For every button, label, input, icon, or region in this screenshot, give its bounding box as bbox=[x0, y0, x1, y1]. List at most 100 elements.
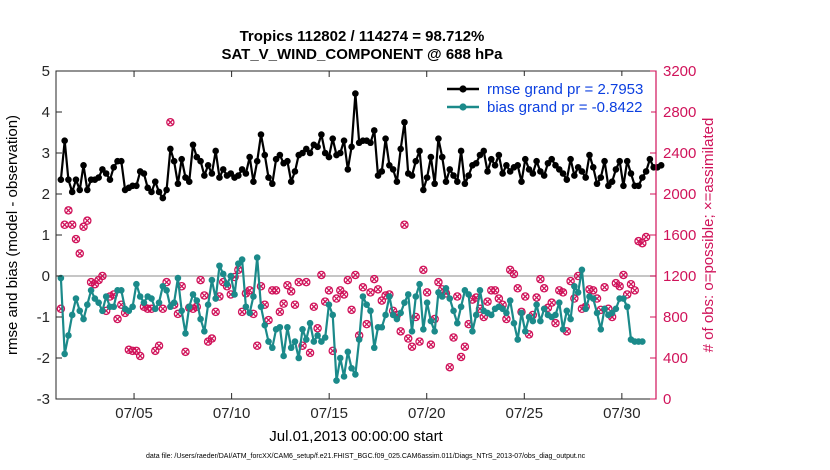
bias-point bbox=[420, 326, 427, 333]
bias-point bbox=[76, 307, 84, 315]
chart-title: Tropics 112802 / 114274 = 98.712% bbox=[240, 28, 485, 45]
rmse-point bbox=[140, 170, 148, 177]
y2-tick-label: 0 bbox=[663, 391, 671, 408]
obs-count-marker bbox=[75, 249, 85, 258]
bias-point bbox=[110, 303, 118, 311]
obs-count-marker bbox=[403, 334, 413, 343]
bias-point bbox=[321, 334, 329, 341]
bias-point bbox=[623, 303, 631, 311]
bias-point bbox=[193, 297, 201, 304]
bias-point bbox=[340, 373, 348, 380]
rmse-point bbox=[167, 145, 174, 153]
bias-point bbox=[117, 287, 125, 294]
obs-count-marker bbox=[460, 342, 470, 351]
obs-count-marker bbox=[271, 286, 281, 295]
bias-point bbox=[359, 293, 367, 300]
bias-point bbox=[201, 328, 208, 335]
bias-point bbox=[597, 326, 605, 333]
bias-point bbox=[589, 295, 597, 302]
obs-count-marker bbox=[422, 288, 432, 297]
bias-point bbox=[223, 280, 231, 288]
rmse-point bbox=[431, 180, 438, 188]
bias-point bbox=[68, 311, 76, 319]
rmse-point bbox=[518, 178, 525, 185]
y-tick-label: 1 bbox=[42, 227, 50, 244]
y2-tick-label: 3200 bbox=[663, 63, 696, 80]
rmse-point bbox=[314, 143, 321, 151]
bias-point bbox=[476, 287, 484, 294]
plot-area bbox=[55, 70, 665, 400]
obs-count-marker bbox=[449, 333, 458, 342]
bias-point bbox=[129, 303, 136, 311]
rmse-point bbox=[84, 186, 91, 194]
rmse-point bbox=[491, 162, 499, 169]
y2-tick-label: 2400 bbox=[663, 145, 696, 162]
rmse-point bbox=[639, 174, 646, 181]
obs-count-marker bbox=[313, 324, 322, 333]
rmse-point bbox=[57, 176, 65, 183]
bias-point bbox=[178, 307, 185, 315]
obs-count-marker bbox=[415, 337, 424, 346]
chart-subtitle: SAT_V_WIND_COMPONENT @ 688 hPa bbox=[221, 46, 503, 63]
bias-point bbox=[325, 301, 333, 309]
rmse-point bbox=[457, 147, 465, 155]
obs-count-marker bbox=[286, 287, 296, 296]
bias-point bbox=[582, 305, 589, 313]
bias-point bbox=[529, 317, 537, 325]
rmse-point bbox=[212, 147, 219, 155]
rmse-point bbox=[178, 155, 185, 163]
obs-count-marker bbox=[426, 340, 436, 349]
obs-count-marker bbox=[200, 291, 209, 300]
y-tick-label: -3 bbox=[37, 391, 50, 408]
bias-point bbox=[208, 276, 216, 284]
bias-point bbox=[269, 344, 276, 352]
rmse-point bbox=[110, 164, 118, 171]
bias-point bbox=[329, 311, 337, 319]
rmse-point bbox=[340, 137, 348, 144]
bias-point bbox=[438, 293, 446, 300]
obs-count-marker bbox=[551, 318, 560, 328]
obs-count-marker bbox=[539, 284, 549, 293]
rmse-point bbox=[287, 178, 295, 185]
bias-point bbox=[291, 338, 299, 345]
rmse-point bbox=[306, 149, 314, 157]
bias-point bbox=[559, 326, 567, 333]
bias-point bbox=[344, 348, 352, 356]
y-tick-label: 4 bbox=[42, 104, 50, 121]
x-tick-label: 07/30 bbox=[603, 405, 641, 422]
legend-bias-marker bbox=[459, 103, 467, 111]
legend-rmse-marker bbox=[459, 85, 467, 93]
obs-count-marker bbox=[237, 307, 247, 317]
rmse-point bbox=[246, 153, 253, 161]
rmse-point bbox=[435, 135, 442, 142]
bias-point bbox=[299, 326, 306, 333]
obs-count-marker bbox=[211, 307, 220, 317]
rmse-point bbox=[601, 157, 608, 165]
bias-point bbox=[601, 305, 608, 313]
bias-point bbox=[84, 301, 91, 309]
bias-point bbox=[170, 299, 178, 306]
bias-point bbox=[454, 319, 461, 327]
bias-point bbox=[174, 274, 182, 282]
x-tick-label: 07/15 bbox=[310, 405, 348, 422]
bias-point bbox=[65, 332, 72, 339]
rmse-point bbox=[197, 157, 204, 165]
y2-tick-label: 1200 bbox=[663, 268, 696, 285]
rmse-point bbox=[416, 147, 423, 155]
y-tick-label: 0 bbox=[42, 268, 50, 285]
bias-point bbox=[136, 293, 144, 300]
bias-point bbox=[393, 315, 401, 323]
rmse-point bbox=[336, 149, 344, 157]
x-tick-label: 07/05 bbox=[115, 405, 153, 422]
bias-point bbox=[563, 307, 571, 315]
bias-point bbox=[533, 301, 540, 309]
y2-axis-label: # of obs: o=possible; ×=assimilated bbox=[700, 118, 717, 353]
rmse-point bbox=[325, 153, 333, 161]
bias-point bbox=[133, 280, 140, 288]
rmse-point bbox=[185, 178, 193, 185]
rmse-point bbox=[397, 145, 404, 153]
x-tick-label: 07/25 bbox=[506, 405, 544, 422]
obs-count-marker bbox=[558, 288, 568, 297]
rmse-point bbox=[484, 168, 491, 175]
bias-point bbox=[639, 338, 646, 345]
